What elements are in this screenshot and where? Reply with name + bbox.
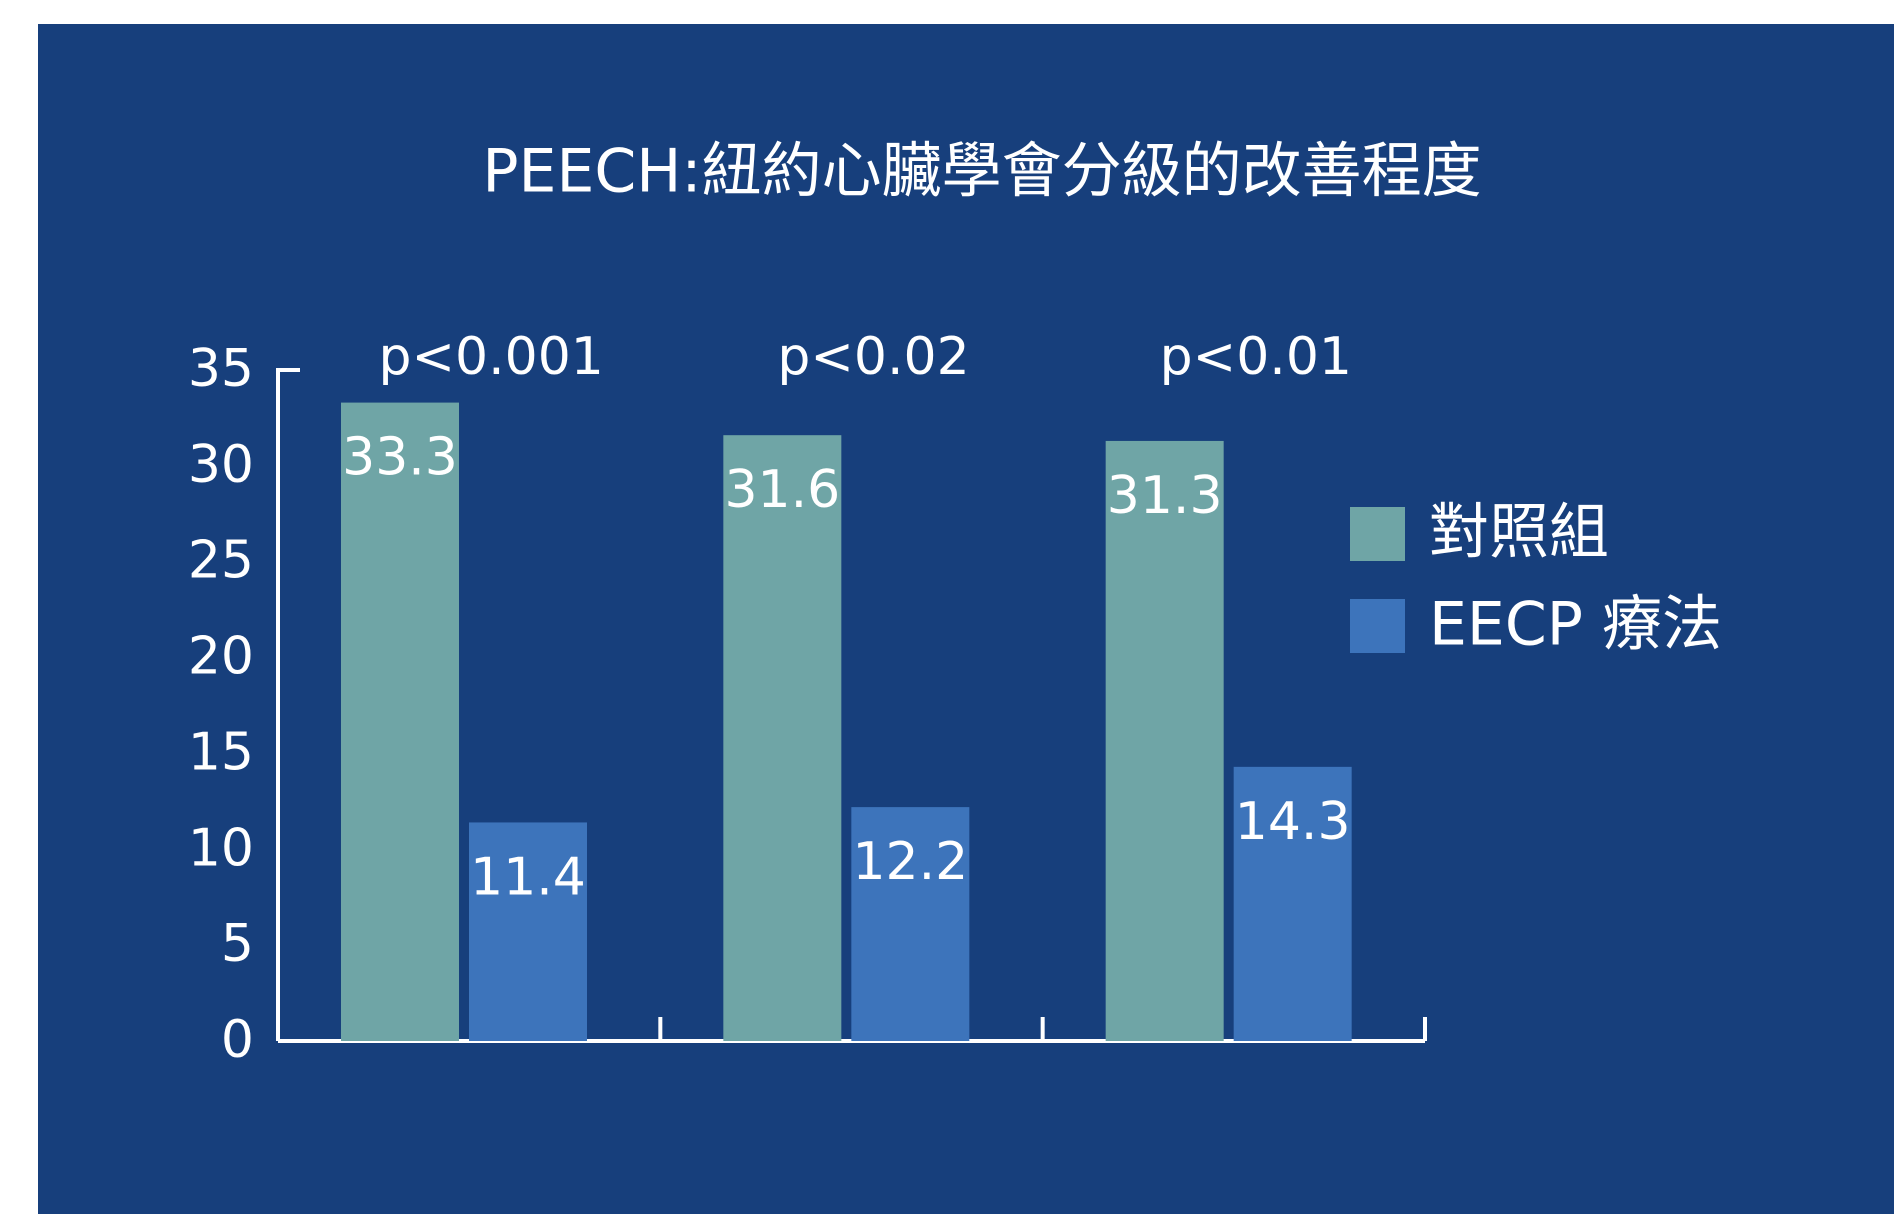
value-label: 14.3 (1235, 792, 1351, 852)
y-tick-label: 30 (188, 435, 254, 495)
value-label: 11.4 (470, 847, 586, 907)
value-label: 31.6 (724, 460, 840, 520)
bar (851, 807, 970, 1041)
y-tick-label: 35 (188, 339, 254, 399)
y-tick-label: 15 (188, 722, 254, 782)
bar (1233, 766, 1352, 1041)
annotation: p<0.01 (1160, 327, 1352, 387)
bar (723, 435, 842, 1041)
value-label: 33.3 (342, 428, 458, 488)
y-tick-label: 5 (221, 914, 254, 974)
legend-label: 對照組 (1429, 498, 1609, 568)
bar (469, 822, 587, 1041)
y-tick-label: 20 (188, 627, 254, 687)
legend-label: EECP 療法 (1429, 590, 1722, 660)
y-tick-label: 10 (188, 818, 254, 878)
value-label: 12.2 (852, 832, 968, 892)
annotation: p<0.001 (378, 327, 603, 387)
y-tick-label: 0 (221, 1010, 254, 1070)
bar (1105, 440, 1224, 1041)
y-tick-label: 25 (188, 531, 254, 591)
legend-swatch (1350, 599, 1405, 653)
chart-title: PEECH:紐約心臟學會分級的改善程度 (482, 137, 1481, 207)
value-label: 31.3 (1107, 466, 1223, 526)
legend-swatch (1350, 507, 1405, 561)
bar (341, 402, 459, 1041)
annotation: p<0.02 (777, 327, 969, 387)
